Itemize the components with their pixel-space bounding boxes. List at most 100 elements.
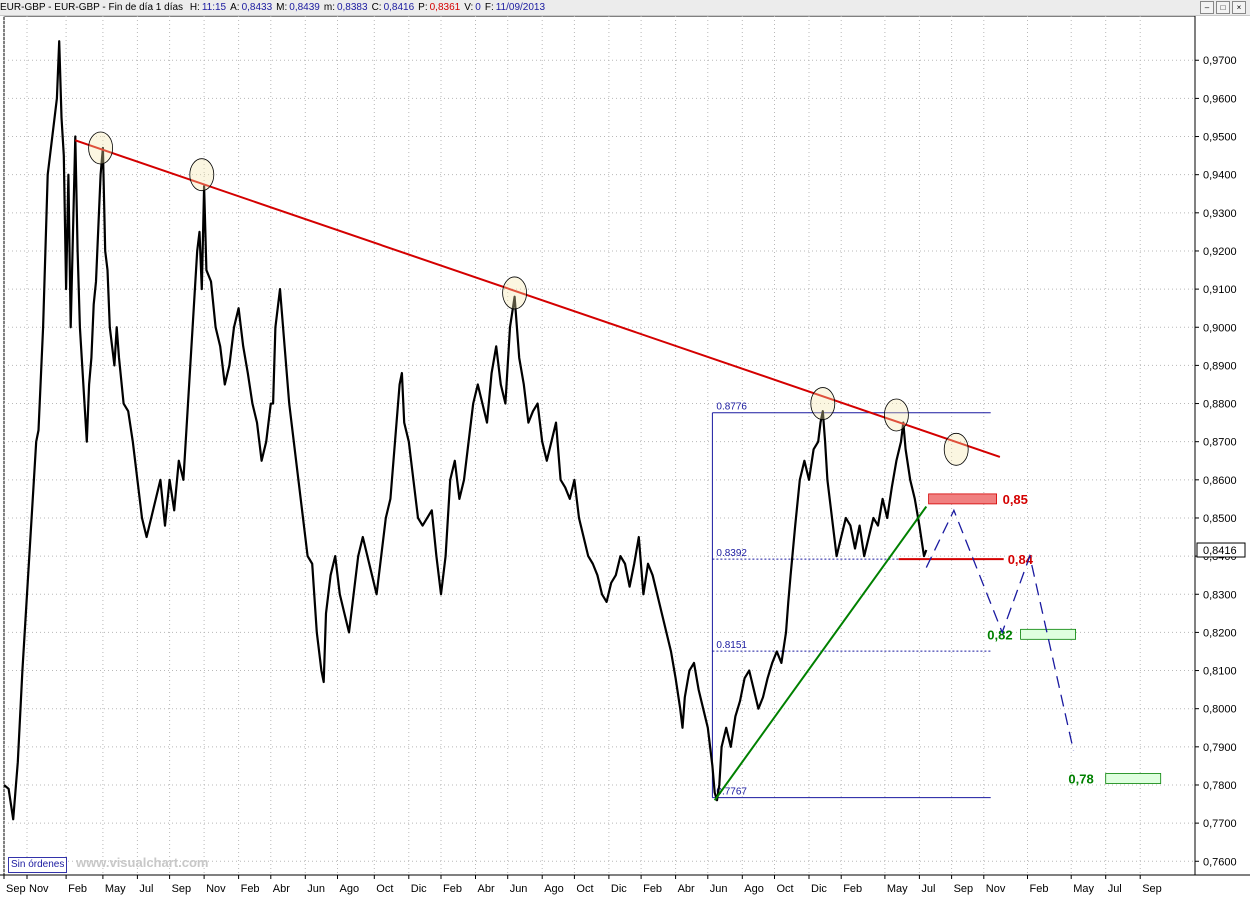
symbol-title: EUR-GBP - EUR-GBP - Fin de día 1 días [0, 2, 184, 13]
quote-field-label: P: [418, 2, 428, 13]
maximize-button[interactable]: □ [1216, 1, 1230, 14]
trendline-resistance [74, 139, 1001, 458]
plot-frame [3, 16, 1196, 876]
fib-level-label: 0.8151 [716, 640, 747, 651]
current-price-label: 0,8416 [1203, 545, 1237, 557]
quote-field-value: 0,8361 [429, 2, 461, 13]
time-tick-label: Feb [1030, 883, 1049, 895]
quote-field-label: C: [371, 2, 382, 13]
quote-field-label: F: [484, 2, 494, 13]
quote-field: M: 0,8439 [276, 2, 320, 13]
fib-level-label: 0.8392 [716, 548, 747, 559]
price-tick-label: 0,9600 [1203, 93, 1237, 105]
projection-path [925, 508, 1075, 751]
price-tick-label: 0,8500 [1203, 513, 1237, 525]
close-button[interactable]: × [1232, 1, 1246, 14]
time-tick-label: May [887, 883, 908, 895]
trendline-support [713, 505, 928, 801]
time-tick-label: Nov [986, 883, 1006, 895]
price-axis: 0,9700 0,9600 0,9500 0,9400 0,9300 0,9200 0,91… [4, 55, 1237, 868]
minimize-button[interactable]: – [1200, 1, 1214, 14]
time-tick-label: Sep [954, 883, 974, 895]
time-tick-label: Sep [1142, 883, 1162, 895]
quote-field-value: 0,8439 [289, 2, 320, 13]
time-tick-label: Jul [921, 883, 935, 895]
time-tick-label: Jun [307, 883, 325, 895]
price-tick-label: 0,9000 [1203, 322, 1237, 334]
time-tick-label: Dic [611, 883, 627, 895]
price-tick-label: 0,8000 [1203, 704, 1237, 716]
touch-point-marker [943, 432, 969, 466]
quote-field-label: H: [189, 2, 200, 13]
time-tick-label: Nov [29, 883, 49, 895]
current-price-marker: 0,8416 [1196, 542, 1246, 558]
time-tick-label: May [1073, 883, 1094, 895]
time-tick-label: Feb [68, 883, 87, 895]
target-zone [928, 493, 997, 505]
price-tick-label: 0,8800 [1203, 399, 1237, 411]
touch-point-marker [884, 398, 909, 432]
quote-field-value: 0 [475, 2, 481, 13]
price-tick-label: 0,8600 [1203, 475, 1237, 487]
time-tick-label: Jul [1108, 883, 1122, 895]
touch-point-marker [502, 276, 527, 310]
time-tick-label: Jun [710, 883, 728, 895]
quote-field-value: 11:15 [201, 2, 227, 13]
time-tick-label: Oct [576, 883, 593, 895]
quote-fields: H: 11:15 A: 0,8433 M: 0,8439 m: 0,8383 C: 0,8416 P… [190, 2, 549, 13]
price-tick-label: 0,8200 [1203, 627, 1237, 639]
touch-point-marker [189, 158, 215, 192]
target-label: 0,85 [1003, 492, 1028, 507]
quote-field-label: m: [323, 2, 335, 13]
price-tick-label: 0,7700 [1203, 818, 1237, 830]
price-tick-label: 0,8900 [1203, 360, 1237, 372]
current-price-box [1196, 542, 1246, 558]
target-zone [1105, 773, 1162, 784]
quote-field-value: 0,8433 [241, 2, 273, 13]
quote-field: P: 0,8361 [418, 2, 460, 13]
quote-field: C: 0,8416 [372, 2, 415, 13]
price-tick-label: 0,7600 [1203, 856, 1237, 868]
price-tick-label: 0,9700 [1203, 55, 1237, 67]
time-tick-label: Oct [376, 883, 393, 895]
price-tick-label: 0,8300 [1203, 589, 1237, 601]
price-chart[interactable]: 0,9700 0,9600 0,9500 0,9400 0,9300 0,9200 0,91… [0, 16, 1250, 897]
price-tick-label: 0,9500 [1203, 132, 1237, 144]
time-tick-label: Jun [510, 883, 528, 895]
window-title-bar: EUR-GBP - EUR-GBP - Fin de día 1 días H:… [0, 0, 1250, 16]
target-label: 0,82 [987, 627, 1012, 642]
quote-field-label: A: [230, 2, 240, 13]
time-tick-label: Dic [811, 883, 827, 895]
watermark: www.visualchart.com [76, 855, 209, 870]
price-tick-label: 0,8700 [1203, 437, 1237, 449]
window-buttons: – □ × [1200, 1, 1246, 14]
time-tick-label: Ago [544, 883, 564, 895]
quote-field-label: V: [464, 2, 474, 13]
price-series-line [3, 40, 928, 821]
touch-point-marker [88, 131, 113, 165]
quote-field-value: 0,8383 [336, 2, 368, 13]
fib-level-label: 0.7767 [716, 787, 747, 798]
target-label: 0,78 [1068, 771, 1093, 786]
time-tick-label: Feb [443, 883, 462, 895]
time-tick-label: Nov [206, 883, 226, 895]
time-tick-label: Feb [843, 883, 862, 895]
time-tick-label: Sep [172, 883, 192, 895]
time-tick-label: Ago [744, 883, 764, 895]
price-tick-label: 0,7900 [1203, 742, 1237, 754]
price-tick-label: 0,7800 [1203, 780, 1237, 792]
price-tick-label: 0,8100 [1203, 666, 1237, 678]
price-tick-label: 0,9300 [1203, 208, 1237, 220]
time-tick-label: Jul [139, 883, 153, 895]
touch-point-marker [810, 387, 836, 420]
time-tick-label: Feb [241, 883, 260, 895]
quote-field-value: 11/09/2013 [495, 2, 546, 13]
time-tick-label: Abr [478, 883, 495, 895]
quote-field-value: 0,8416 [383, 2, 415, 13]
orders-status-button[interactable]: Sin órdenes [8, 857, 68, 873]
fib-level-label: 0.8776 [716, 402, 747, 413]
price-tick-label: 0,9200 [1203, 246, 1237, 258]
price-tick-label: 0,9400 [1203, 170, 1237, 182]
time-tick-label: Feb [643, 883, 662, 895]
target-zone [1020, 628, 1076, 640]
